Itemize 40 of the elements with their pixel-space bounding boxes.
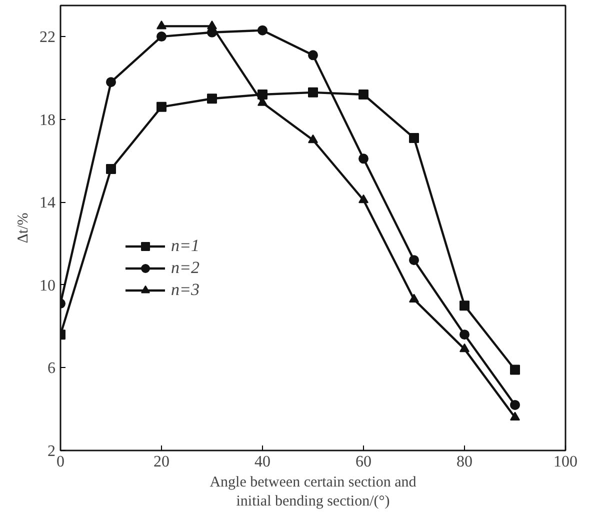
point — [106, 77, 116, 88]
point — [510, 364, 520, 375]
x-axis-title: Angle between certain section and initial bending section/(°) — [210, 474, 417, 510]
point — [207, 20, 217, 30]
point — [510, 400, 520, 410]
y-axis-title: Δt/% — [16, 212, 32, 244]
y-tick-label: 6 — [48, 360, 56, 378]
point — [258, 25, 268, 36]
point — [156, 32, 166, 42]
point — [308, 50, 318, 60]
x-tick-label: 60 — [356, 454, 372, 470]
y-tick-label: 14 — [40, 194, 56, 212]
point — [308, 134, 318, 144]
point — [460, 343, 470, 352]
y-tick-label: 10 — [40, 277, 56, 294]
point — [460, 330, 470, 340]
point — [409, 294, 419, 303]
x-tick-label: 80 — [456, 454, 472, 470]
point — [106, 164, 116, 174]
x-tick-label: 0 — [56, 454, 64, 470]
point — [156, 102, 166, 112]
legend-label: n=3 — [171, 280, 200, 300]
point — [409, 132, 419, 143]
y-tick-label: 18 — [40, 112, 56, 129]
x-tick-label: 20 — [154, 454, 170, 470]
point — [510, 412, 520, 420]
legend-label: n=1 — [171, 236, 200, 256]
point — [460, 300, 470, 311]
point — [207, 94, 217, 104]
point — [358, 194, 368, 204]
point — [409, 255, 419, 266]
point — [358, 90, 368, 100]
y-tick-label: 22 — [40, 29, 56, 46]
y-tick-label: 2 — [48, 443, 56, 460]
point — [308, 87, 318, 98]
x-tick-label: 40 — [254, 454, 270, 470]
point — [156, 20, 166, 30]
legend-label: n=2 — [171, 258, 200, 278]
point — [358, 154, 368, 164]
x-tick-label: 100 — [554, 454, 578, 470]
